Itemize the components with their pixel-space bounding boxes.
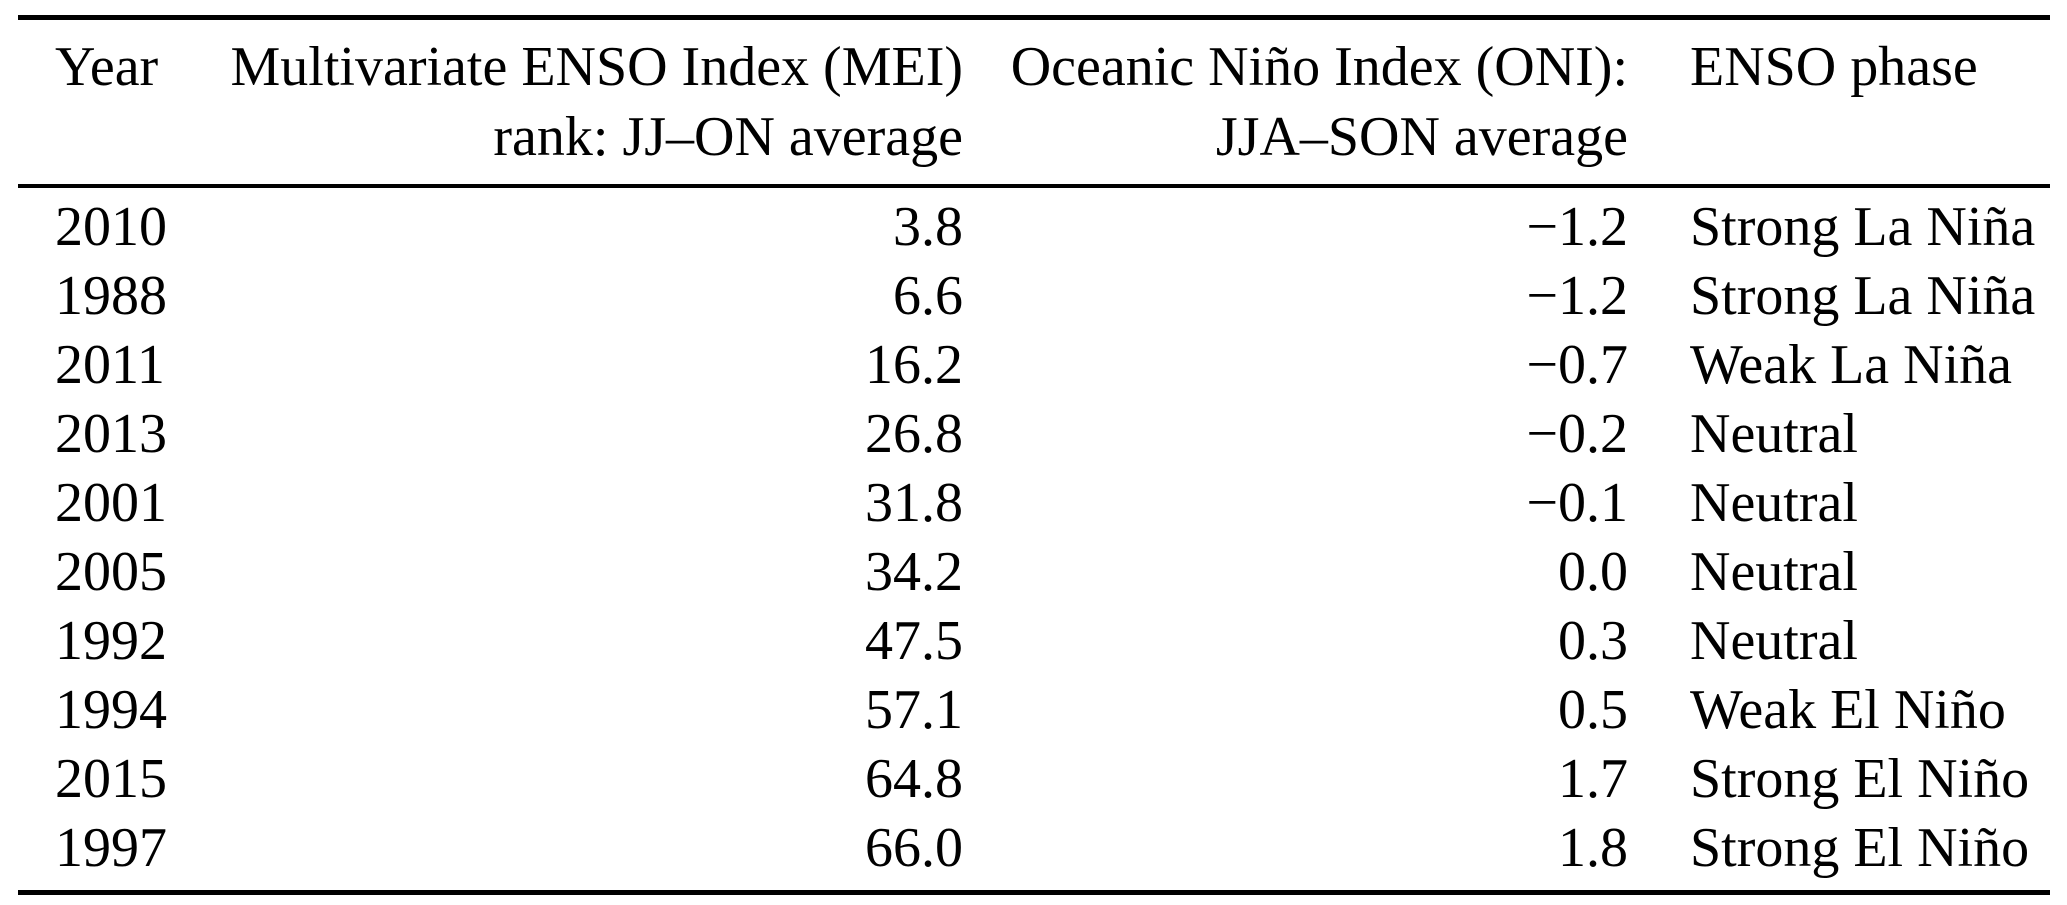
cell-oni: −1.2 xyxy=(1526,196,1628,258)
cell-phase: Weak El Niño xyxy=(1690,679,2006,741)
header-oni-line2: JJA–SON average xyxy=(1215,106,1628,168)
cell-mei: 64.8 xyxy=(865,748,963,810)
cell-mei: 26.8 xyxy=(865,403,963,465)
table-body: 2010 3.8 −1.2 Strong La Niña 1988 6.6 −1… xyxy=(18,186,2050,893)
cell-mei: 34.2 xyxy=(865,541,963,603)
cell-oni: −0.7 xyxy=(1526,334,1628,396)
header-year-spacer xyxy=(18,102,203,186)
header-mei-line2: rank: JJ–ON average xyxy=(493,106,963,168)
table-row: 1994 57.1 0.5 Weak El Niño xyxy=(18,676,2050,745)
cell-mei: 66.0 xyxy=(865,817,963,879)
header-row-1: Year Multivariate ENSO Index (MEI) Ocean… xyxy=(18,18,2050,103)
paper-table-figure: Year Multivariate ENSO Index (MEI) Ocean… xyxy=(18,15,2050,895)
cell-mei: 47.5 xyxy=(865,610,963,672)
header-phase: ENSO phase xyxy=(1690,36,1978,98)
table-row: 2013 26.8 −0.2 Neutral xyxy=(18,400,2050,469)
header-row-2: rank: JJ–ON average JJA–SON average xyxy=(18,102,2050,186)
cell-phase: Strong La Niña xyxy=(1690,196,2036,258)
cell-year: 2005 xyxy=(55,541,167,603)
cell-mei: 57.1 xyxy=(865,679,963,741)
header-phase-spacer xyxy=(1628,102,2050,186)
cell-phase: Strong La Niña xyxy=(1690,265,2036,327)
cell-year: 1997 xyxy=(55,817,167,879)
cell-year: 1988 xyxy=(55,265,167,327)
table-row: 1997 66.0 1.8 Strong El Niño xyxy=(18,814,2050,893)
cell-year: 2010 xyxy=(55,196,167,258)
table-row: 2015 64.8 1.7 Strong El Niño xyxy=(18,745,2050,814)
cell-year: 2001 xyxy=(55,472,167,534)
cell-year: 1992 xyxy=(55,610,167,672)
table-row: 2001 31.8 −0.1 Neutral xyxy=(18,469,2050,538)
cell-oni: 1.8 xyxy=(1558,817,1628,879)
table-row: 2011 16.2 −0.7 Weak La Niña xyxy=(18,331,2050,400)
cell-oni: 0.5 xyxy=(1558,679,1628,741)
cell-mei: 31.8 xyxy=(865,472,963,534)
table-row: 1988 6.6 −1.2 Strong La Niña xyxy=(18,262,2050,331)
header-mei-line1: Multivariate ENSO Index (MEI) xyxy=(230,36,963,98)
cell-year: 2015 xyxy=(55,748,167,810)
cell-oni: −0.1 xyxy=(1526,472,1628,534)
cell-phase: Neutral xyxy=(1690,610,1858,672)
header-oni-line1: Oceanic Niño Index (ONI): xyxy=(1010,36,1628,98)
cell-oni: 0.3 xyxy=(1558,610,1628,672)
table-row: 1992 47.5 0.3 Neutral xyxy=(18,607,2050,676)
table-row: 2005 34.2 0.0 Neutral xyxy=(18,538,2050,607)
cell-oni: 1.7 xyxy=(1558,748,1628,810)
cell-phase: Weak La Niña xyxy=(1690,334,2012,396)
enso-index-table: Year Multivariate ENSO Index (MEI) Ocean… xyxy=(18,15,2050,895)
cell-phase: Strong El Niño xyxy=(1690,817,2030,879)
cell-year: 2011 xyxy=(55,334,165,396)
header-year: Year xyxy=(55,36,159,98)
cell-phase: Strong El Niño xyxy=(1690,748,2030,810)
table-header: Year Multivariate ENSO Index (MEI) Ocean… xyxy=(18,18,2050,186)
cell-year: 1994 xyxy=(55,679,167,741)
cell-oni: −0.2 xyxy=(1526,403,1628,465)
cell-phase: Neutral xyxy=(1690,472,1858,534)
cell-oni: 0.0 xyxy=(1558,541,1628,603)
cell-oni: −1.2 xyxy=(1526,265,1628,327)
cell-phase: Neutral xyxy=(1690,403,1858,465)
cell-mei: 3.8 xyxy=(893,196,963,258)
cell-mei: 6.6 xyxy=(893,265,963,327)
cell-phase: Neutral xyxy=(1690,541,1858,603)
cell-mei: 16.2 xyxy=(865,334,963,396)
table-row: 2010 3.8 −1.2 Strong La Niña xyxy=(18,186,2050,262)
cell-year: 2013 xyxy=(55,403,167,465)
